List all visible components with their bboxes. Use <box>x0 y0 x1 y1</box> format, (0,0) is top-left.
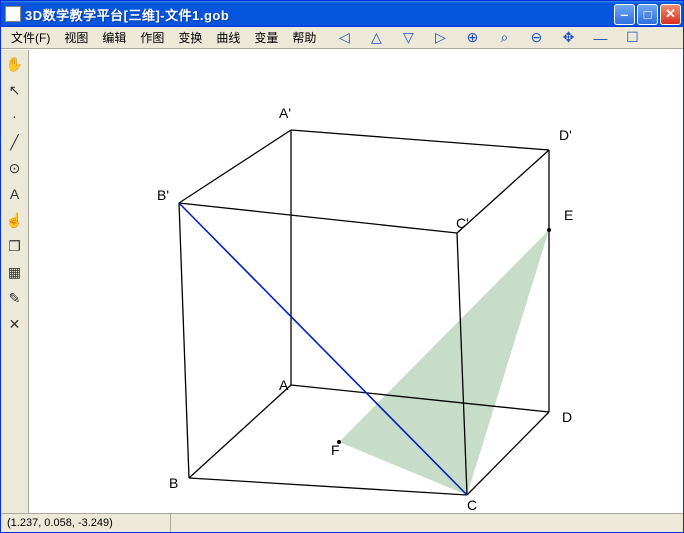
window-buttons: ‒ □ ✕ <box>614 4 681 25</box>
window-title: 3D数学教学平台[三维]-文件1.gob <box>25 5 614 24</box>
menu-help[interactable]: 帮助 <box>286 27 322 48</box>
zoom-out-icon[interactable]: ⊖ <box>526 28 546 48</box>
pan-icon[interactable]: ✥ <box>558 28 578 48</box>
cube-icon[interactable]: ❐ <box>5 236 25 256</box>
app-icon <box>5 6 21 22</box>
menu-curve[interactable]: 曲线 <box>210 27 246 48</box>
menu-edit[interactable]: 编辑 <box>96 27 132 48</box>
zoom-in-icon[interactable]: ⊕ <box>462 28 482 48</box>
hand-icon[interactable]: ✋ <box>5 54 25 74</box>
app-window: 3D数学教学平台[三维]-文件1.gob ‒ □ ✕ 文件(F) 视图 编辑 作… <box>0 0 684 533</box>
content-area: ✋ ↖ · ╱ ⊙ A ☝ ❐ ▦ ✎ ✕ A B C D A' B' C' D' E F <box>1 49 683 513</box>
pointer-icon[interactable]: ↖ <box>5 80 25 100</box>
finger-icon[interactable]: ☝ <box>5 210 25 230</box>
menu-transform[interactable]: 变换 <box>172 27 208 48</box>
svg-text:D': D' <box>559 127 572 143</box>
svg-text:C: C <box>467 497 477 510</box>
close-button[interactable]: ✕ <box>660 4 681 25</box>
grid-icon[interactable]: ▦ <box>5 262 25 282</box>
menu-view[interactable]: 视图 <box>58 27 94 48</box>
line-icon[interactable]: ╱ <box>5 132 25 152</box>
titlebar[interactable]: 3D数学教学平台[三维]-文件1.gob ‒ □ ✕ <box>1 1 683 27</box>
nav-right-icon[interactable]: ▷ <box>430 28 450 48</box>
delete-icon[interactable]: ✕ <box>5 314 25 334</box>
menu-draw[interactable]: 作图 <box>134 27 170 48</box>
minimize-button[interactable]: ‒ <box>614 4 635 25</box>
nav-left-icon[interactable]: ◁ <box>334 28 354 48</box>
nav-down-icon[interactable]: ▽ <box>398 28 418 48</box>
scene-svg: A B C D A' B' C' D' E F <box>29 50 683 510</box>
edit-icon[interactable]: ✎ <box>5 288 25 308</box>
nav-up-icon[interactable]: △ <box>366 28 386 48</box>
tool-sidebar: ✋ ↖ · ╱ ⊙ A ☝ ❐ ▦ ✎ ✕ <box>1 50 29 513</box>
collapse-icon[interactable]: — <box>590 28 610 48</box>
svg-text:C': C' <box>456 215 469 231</box>
menubar: 文件(F) 视图 编辑 作图 变换 曲线 变量 帮助 ◁ △ ▽ ▷ ⊕ ⌕ ⊖… <box>1 27 683 49</box>
menu-file[interactable]: 文件(F) <box>5 27 56 48</box>
circle-icon[interactable]: ⊙ <box>5 158 25 178</box>
svg-text:A': A' <box>279 105 291 121</box>
canvas-3d[interactable]: A B C D A' B' C' D' E F <box>29 50 683 513</box>
svg-text:B: B <box>169 475 178 491</box>
svg-text:E: E <box>564 207 573 223</box>
svg-text:D: D <box>562 409 572 425</box>
svg-text:B': B' <box>157 187 169 203</box>
zoom-fit-icon[interactable]: ⌕ <box>494 28 514 48</box>
expand-icon[interactable]: ☐ <box>622 28 642 48</box>
svg-text:F: F <box>331 442 340 458</box>
text-icon[interactable]: A <box>5 184 25 204</box>
maximize-button[interactable]: □ <box>637 4 658 25</box>
svg-text:A: A <box>279 377 289 393</box>
statusbar: (1.237, 0.058, -3.249) <box>1 513 683 532</box>
status-coords: (1.237, 0.058, -3.249) <box>1 514 171 532</box>
menu-variable[interactable]: 变量 <box>248 27 284 48</box>
point-icon[interactable]: · <box>5 106 25 126</box>
